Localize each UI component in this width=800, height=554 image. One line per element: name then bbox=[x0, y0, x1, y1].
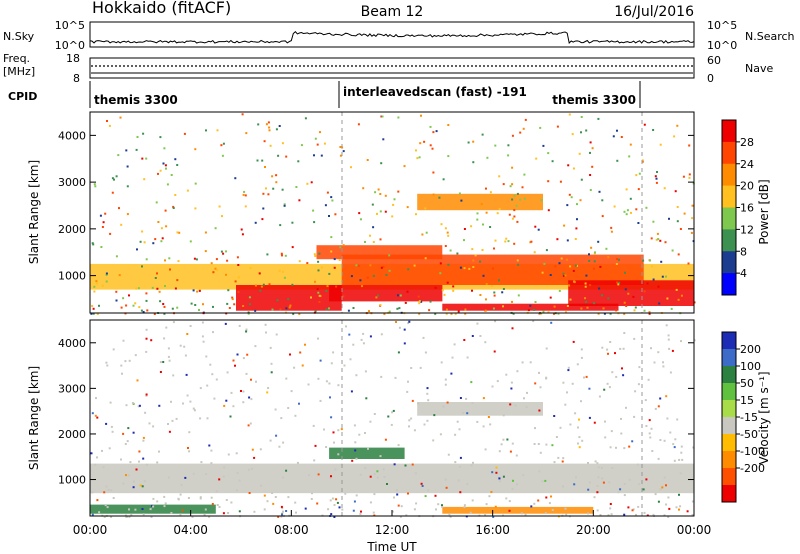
noise-left-tick-bottom: 10^0 bbox=[55, 39, 85, 52]
velocity-ytick-3: 4000 bbox=[58, 337, 86, 350]
freq-panel: Freq. [MHz] 18 8 60 0 Nave bbox=[3, 52, 773, 85]
cpid-panel: CPID themis 3300 interleavedscan (fast) … bbox=[8, 81, 641, 108]
power-cbar-swatch-2 bbox=[722, 163, 736, 187]
x-axis-label: Time UT bbox=[366, 540, 417, 554]
power-cbar-tick-6: 4 bbox=[740, 267, 747, 280]
cpid-mode-2: themis 3300 bbox=[552, 93, 636, 107]
freq-left-tick-bottom: 8 bbox=[73, 72, 80, 85]
x-tick-5: 20:00 bbox=[576, 523, 611, 537]
x-tick-2: 08:00 bbox=[274, 523, 309, 537]
x-tick-1: 04:00 bbox=[173, 523, 208, 537]
cpid-mode-0: themis 3300 bbox=[94, 93, 178, 107]
power-cbar-swatch-3 bbox=[722, 185, 736, 208]
power-cbar-tick-3: 16 bbox=[740, 202, 754, 215]
velocity-region-4 bbox=[417, 402, 543, 416]
power-ytick-0: 1000 bbox=[58, 270, 86, 283]
power-ytick-2: 3000 bbox=[58, 176, 86, 189]
noise-left-label: N.Sky bbox=[3, 30, 35, 43]
vel-cbar-swatch-0 bbox=[722, 332, 736, 350]
freq-left-unit: [MHz] bbox=[3, 65, 35, 78]
x-tick-4: 16:00 bbox=[475, 523, 510, 537]
freq-right-label: Nave bbox=[745, 62, 773, 75]
velocity-ytick-1: 2000 bbox=[58, 428, 86, 441]
power-cbar-tick-2: 20 bbox=[740, 180, 754, 193]
power-ylabel: Slant Range [km] bbox=[27, 160, 41, 264]
power-region-5 bbox=[442, 303, 619, 311]
vel-cbar-tick-3: 15 bbox=[740, 394, 754, 407]
noise-right-label: N.Search bbox=[745, 30, 795, 43]
velocity-region-3 bbox=[442, 506, 594, 514]
velocity-colorbar: 200 100 50 15 -15 -50 -100 -200 bbox=[721, 331, 765, 503]
date-title: 16/Jul/2016 bbox=[614, 4, 694, 20]
power-ytick-1: 2000 bbox=[58, 223, 86, 236]
vel-cbar-tick-5: -50 bbox=[740, 428, 758, 441]
vel-cbar-swatch-6 bbox=[722, 434, 736, 452]
velocity-region-2 bbox=[329, 447, 405, 459]
vel-cbar-swatch-1 bbox=[722, 349, 736, 367]
power-panel: 1000 2000 3000 4000 Slant Range [km] bbox=[27, 111, 696, 315]
velocity-scatter-echoes bbox=[90, 320, 696, 518]
velocity-ytick-0: 1000 bbox=[58, 474, 86, 487]
vel-cbar-swatch-7 bbox=[722, 451, 736, 469]
power-cbar-swatch-6 bbox=[722, 251, 736, 274]
vel-cbar-tick-0: 200 bbox=[740, 343, 761, 356]
x-tick-3: 12:00 bbox=[375, 523, 410, 537]
power-cbar-swatch-4 bbox=[722, 207, 736, 230]
vel-cbar-tick-1: 100 bbox=[740, 360, 761, 373]
power-cbar-swatch-0 bbox=[722, 120, 736, 143]
noise-right-tick-bottom: 10^0 bbox=[707, 39, 737, 52]
power-region-2 bbox=[329, 285, 443, 302]
velocity-region-1 bbox=[90, 504, 216, 514]
power-ytick-3: 4000 bbox=[58, 129, 86, 142]
power-scatter-echoes bbox=[90, 113, 696, 315]
power-region-7 bbox=[417, 193, 543, 211]
vel-cbar-swatch-4 bbox=[722, 400, 736, 418]
freq-left-tick-top: 18 bbox=[66, 52, 80, 65]
power-cbar-tick-0: 28 bbox=[740, 136, 754, 149]
x-tick-0: 00:00 bbox=[73, 523, 108, 537]
vel-cbar-swatch-3 bbox=[722, 383, 736, 401]
power-colorbar: 28 24 20 16 12 8 4 bbox=[721, 119, 754, 296]
power-cbar-swatch-1 bbox=[722, 141, 736, 165]
power-cbar-tick-1: 24 bbox=[740, 158, 754, 171]
vel-cbar-tick-4: -15 bbox=[740, 411, 758, 424]
velocity-ylabel: Slant Range [km] bbox=[27, 366, 41, 470]
x-tick-6: 00:00 bbox=[677, 523, 712, 537]
velocity-colorbar-label: Velocity [m s⁻¹] bbox=[757, 371, 771, 464]
power-cbar-swatch-5 bbox=[722, 229, 736, 252]
velocity-ytick-2: 3000 bbox=[58, 382, 86, 395]
vel-cbar-swatch-9 bbox=[722, 485, 736, 503]
freq-right-tick-top: 60 bbox=[707, 54, 721, 67]
vel-cbar-tick-2: 50 bbox=[740, 377, 754, 390]
power-cbar-tick-5: 8 bbox=[740, 245, 747, 258]
vel-cbar-swatch-5 bbox=[722, 417, 736, 435]
noise-right-tick-top: 10^5 bbox=[707, 19, 737, 32]
noise-trace bbox=[89, 31, 695, 45]
vel-cbar-swatch-2 bbox=[722, 366, 736, 384]
cpid-label: CPID bbox=[8, 90, 37, 103]
noise-panel: N.Sky 10^5 10^0 10^5 10^0 N.Search bbox=[3, 19, 795, 52]
power-cbar-swatch-7 bbox=[722, 273, 736, 296]
velocity-panel: 1000 2000 3000 4000 Slant Range [km] bbox=[27, 319, 696, 518]
power-region-4 bbox=[341, 254, 644, 285]
vel-cbar-tick-7: -200 bbox=[740, 462, 765, 475]
beam-title: Beam 12 bbox=[361, 4, 424, 20]
station-title: Hokkaido (fitACF) bbox=[92, 0, 231, 17]
vel-cbar-swatch-8 bbox=[722, 468, 736, 486]
vel-cbar-tick-6: -100 bbox=[740, 445, 765, 458]
noise-left-tick-top: 10^5 bbox=[55, 19, 85, 32]
cpid-mode-1: interleavedscan (fast) -191 bbox=[343, 85, 527, 99]
velocity-region-0 bbox=[90, 463, 694, 494]
freq-left-label: Freq. bbox=[3, 52, 30, 65]
x-axis: 00:00 04:00 08:00 12:00 16:00 20:00 00:00 bbox=[73, 510, 712, 537]
freq-right-tick-bottom: 0 bbox=[707, 72, 714, 85]
power-colorbar-label: Power [dB] bbox=[757, 179, 771, 244]
power-cbar-tick-4: 12 bbox=[740, 223, 754, 236]
